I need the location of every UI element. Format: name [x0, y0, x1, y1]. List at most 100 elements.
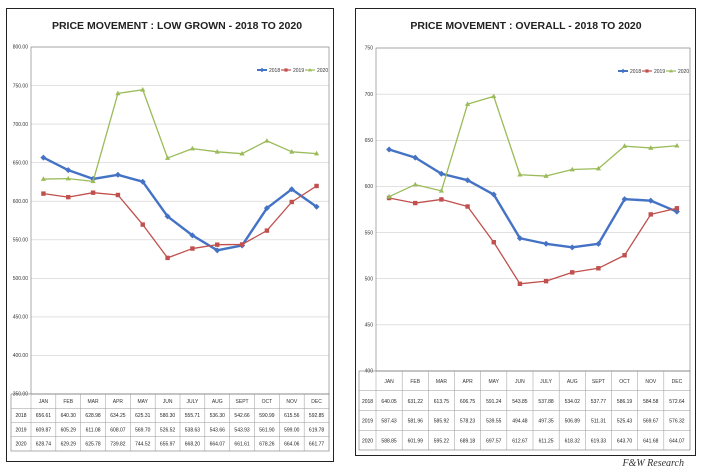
data-label-2018: 543.85 [512, 399, 528, 405]
data-point-2020 [264, 138, 270, 143]
data-point-2019 [90, 190, 96, 195]
x-tick-label: OCT [262, 399, 273, 405]
table-row-header-2020: 2020 [362, 438, 373, 444]
data-point-2019 [115, 192, 121, 198]
data-label-2019: 538.63 [185, 427, 201, 433]
data-point-2020 [40, 176, 47, 181]
data-point-2019 [190, 246, 195, 251]
data-point-2019 [165, 255, 170, 261]
series-line-2020 [388, 95, 677, 198]
data-label-2019: 569.67 [643, 419, 659, 425]
data-point-2018 [214, 247, 221, 254]
data-label-2019: 561.90 [259, 427, 275, 433]
chart-title: PRICE MOVEMENT : OVERALL - 2018 TO 2020 [410, 20, 641, 32]
data-label-2020: 588.85 [381, 438, 397, 444]
x-tick-label: SEPT [236, 399, 249, 405]
y-tick-label: 600.00 [13, 199, 29, 205]
data-point-2018 [412, 154, 419, 161]
data-label-2020: 595.22 [434, 438, 450, 444]
data-label-2019: 619.78 [309, 427, 325, 433]
data-label-2020: 678.26 [259, 442, 275, 448]
series-line-2018 [42, 156, 318, 252]
y-tick-label: 750 [365, 46, 374, 52]
chart-panel-low-grown: PRICE MOVEMENT : LOW GROWN - 2018 TO 202… [6, 8, 334, 462]
data-point-2018 [386, 146, 393, 153]
data-point-2020 [438, 188, 445, 193]
data-point-2020 [189, 145, 196, 151]
x-tick-label: SEPT [592, 379, 605, 385]
source-credit: F&W Research [622, 458, 684, 469]
data-label-2018: 613.75 [434, 399, 450, 405]
data-point-2020 [90, 178, 96, 184]
data-label-2019: 581.96 [408, 419, 424, 425]
data-label-2019: 511.31 [591, 419, 606, 425]
x-tick-label: MAY [138, 399, 149, 405]
chart-low-grown: PRICE MOVEMENT : LOW GROWN - 2018 TO 202… [10, 20, 330, 452]
data-label-2018: 584.58 [643, 399, 659, 405]
data-label-2020: 618.32 [565, 438, 581, 444]
data-point-2019 [465, 204, 470, 209]
data-label-2019: 506.89 [565, 419, 581, 425]
data-label-2020: 697.57 [486, 438, 502, 444]
y-tick-label: 600 [365, 184, 374, 190]
data-point-2018 [189, 232, 196, 239]
data-label-2018: 536.30 [210, 413, 226, 419]
data-label-2019: 525.43 [617, 419, 633, 425]
data-label-2018: 656.61 [36, 413, 52, 419]
data-label-2018: 634.25 [110, 413, 126, 419]
data-point-2019 [289, 199, 294, 205]
data-point-2018 [438, 170, 445, 177]
data-label-2019: 578.23 [460, 419, 476, 425]
data-label-2018: 580.30 [160, 413, 176, 419]
data-label-2020: 655.97 [160, 442, 176, 448]
data-label-2019: 543.93 [234, 427, 250, 433]
plot-area [375, 47, 691, 372]
data-point-2020 [674, 142, 680, 148]
data-label-2020: 661.77 [309, 442, 325, 448]
data-point-2020 [386, 193, 392, 199]
data-point-2018 [263, 205, 270, 212]
data-label-2018: 628.98 [85, 413, 101, 419]
data-point-2020 [313, 150, 320, 156]
x-tick-label: FEB [63, 399, 73, 405]
data-point-2018 [139, 178, 146, 185]
y-tick-label: 450 [365, 323, 374, 329]
data-point-2020 [491, 93, 497, 99]
series-line-2019 [388, 197, 678, 285]
x-tick-label: NOV [645, 379, 657, 385]
data-point-2018 [490, 191, 497, 198]
data-point-2019 [215, 242, 220, 247]
legend-label-2018: 2018 [269, 68, 280, 74]
y-tick-label: 550.00 [13, 237, 29, 243]
x-tick-label: JAN [39, 399, 49, 405]
data-point-2019 [543, 278, 549, 284]
data-point-2018 [464, 177, 471, 184]
data-label-2018: 606.75 [460, 399, 476, 405]
table-row-header-2018: 2018 [362, 399, 373, 405]
data-point-2019 [622, 253, 627, 258]
data-point-2020 [239, 150, 245, 156]
x-tick-label: FEB [410, 379, 420, 385]
table-row-header-2019: 2019 [15, 427, 26, 433]
data-point-2019 [439, 197, 444, 202]
x-tick-label: JUN [515, 379, 525, 385]
chart-title: PRICE MOVEMENT : LOW GROWN - 2018 TO 202… [52, 20, 302, 32]
data-label-2019: 587.43 [381, 419, 397, 425]
data-point-2020 [214, 149, 220, 154]
data-point-2019 [66, 194, 71, 200]
data-label-2020: 601.99 [408, 438, 424, 444]
data-label-2019: 494.48 [512, 419, 528, 425]
data-label-2018: 631.22 [408, 399, 424, 405]
y-tick-label: 550 [365, 230, 374, 236]
data-point-2020 [543, 173, 549, 178]
data-label-2020: 644.07 [669, 438, 685, 444]
data-label-2020: 641.68 [643, 438, 659, 444]
data-label-2020: 664.07 [210, 442, 226, 448]
data-point-2018 [313, 203, 320, 210]
data-label-2019: 576.32 [669, 419, 685, 425]
data-point-2019 [239, 242, 245, 247]
legend-label-2018: 2018 [630, 69, 641, 75]
data-label-2020: 739.82 [110, 442, 126, 448]
data-label-2019: 543.66 [210, 427, 226, 433]
table-row-header-2020: 2020 [15, 442, 26, 448]
